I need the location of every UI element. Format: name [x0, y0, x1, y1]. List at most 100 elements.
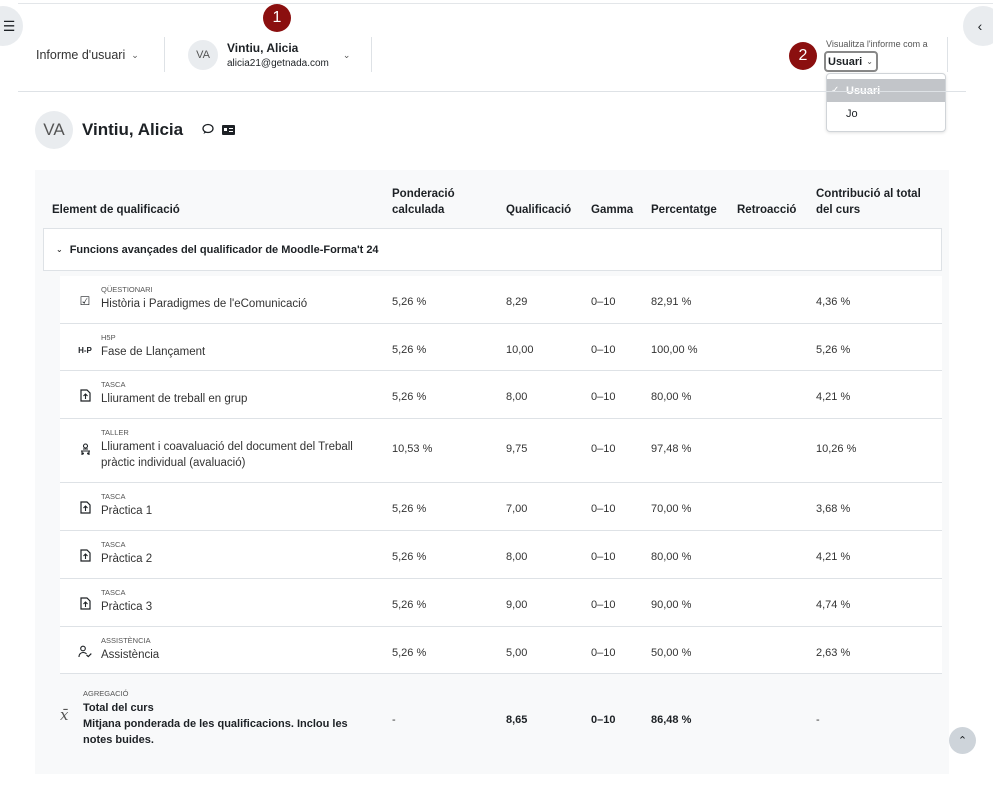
check-icon: ✓: [831, 85, 846, 96]
header-line: Contribució al total: [816, 188, 921, 200]
selected-user-name: Vintiu, Alicia: [227, 41, 299, 55]
cell-grade: 7,00: [506, 503, 528, 515]
selected-user-email: alicia21@getnada.com: [227, 58, 329, 69]
list-icon: ☰: [2, 17, 16, 34]
table-row: TASCA Pràctica 1 5,26 % 7,00 0–10 70,00 % 3,68…: [60, 483, 942, 531]
cell-weight: 5,26 %: [392, 647, 427, 659]
assignment-icon: [76, 597, 94, 613]
user-selector[interactable]: VA Vintiu, Alicia alicia21@getnada.com ⌄: [188, 38, 350, 72]
cell-range: 0–10: [591, 443, 616, 455]
divider: [371, 37, 372, 72]
item-type: AGREGACIÓ: [83, 689, 129, 698]
view-as-dropdown-button[interactable]: Usuari ⌄: [824, 51, 878, 72]
page-title: Vintiu, Alicia: [82, 120, 184, 139]
item-name-link[interactable]: Pràctica 2: [101, 551, 152, 567]
item-name-line: Història i Paradigmes de l'eComunicació: [101, 298, 308, 310]
category-name: Funcions avançades del qualificador de M…: [69, 243, 379, 256]
table-row: ASSISTÈNCIA Assistència 5,26 % 5,00 0–10 50,0…: [60, 627, 942, 674]
item-type: TALLER: [101, 428, 129, 437]
cell-contribution: 5,26 %: [816, 344, 851, 356]
item-name-line: Pràctica 2: [101, 553, 153, 565]
option-label: Jo: [846, 107, 858, 120]
cell-range: 0–10: [591, 599, 616, 611]
item-name: Total del curs Mitjana ponderada de les …: [83, 700, 368, 748]
cell-percentage: 90,00 %: [651, 599, 692, 611]
course-total-row: x̄ AGREGACIÓ Total del curs Mitjana pond…: [60, 675, 942, 765]
table-row: TASCA Pràctica 3 5,26 % 9,00 0–10 90,00 % 4,74…: [60, 579, 942, 627]
cell-contribution: 4,21 %: [816, 391, 851, 403]
chevron-down-icon: ⌄: [131, 49, 139, 60]
cell-grade: 8,65: [506, 714, 528, 726]
report-selector[interactable]: Informe d'usuari ⌄: [36, 38, 139, 72]
item-name-link[interactable]: Pràctica 3: [101, 599, 152, 615]
item-type: TASCA: [101, 492, 126, 501]
profile-card-icon[interactable]: [222, 125, 236, 135]
cell-percentage: 50,00 %: [651, 647, 692, 659]
cell-grade: 9,75: [506, 443, 528, 455]
item-name-line: Lliurament i coavaluació del document de…: [101, 441, 353, 453]
cell-contribution: 10,26 %: [816, 443, 857, 455]
cell-weight: 10,53 %: [392, 443, 433, 455]
cell-weight: 5,26 %: [392, 599, 427, 611]
h5p-icon: H-P: [78, 346, 92, 355]
cell-percentage: 70,00 %: [651, 503, 692, 515]
column-header-item: Element de qualificació: [52, 204, 180, 216]
cell-weight: 5,26 %: [392, 344, 427, 356]
assignment-icon: [76, 389, 94, 405]
item-type: TASCA: [101, 380, 126, 389]
course-index-drawer-button[interactable]: ☰: [0, 6, 23, 46]
cell-range: 0–10: [591, 391, 616, 403]
cell-weight: 5,26 %: [392, 503, 427, 515]
column-header-range: Gamma: [591, 204, 634, 216]
item-name-link[interactable]: Fase de Llançament: [101, 344, 205, 360]
chevron-down-icon: ⌄: [866, 57, 873, 66]
message-icon[interactable]: [202, 123, 214, 138]
cell-contribution: 4,74 %: [816, 599, 851, 611]
header-line: Ponderació: [392, 188, 455, 200]
item-name-line: Lliurament de treball en grup: [101, 393, 248, 405]
option-label: Usuari: [846, 84, 881, 97]
attendance-icon: [76, 645, 94, 661]
report-selector-label: Informe d'usuari: [36, 48, 126, 62]
view-as-option-user[interactable]: ✓ Usuari: [827, 79, 945, 102]
cell-contribution: 3,68 %: [816, 503, 851, 515]
divider: [164, 37, 165, 72]
column-header-feedback: Retroacció: [737, 204, 797, 216]
quiz-icon: ☑: [79, 294, 91, 308]
block-drawer-button[interactable]: ‹: [963, 6, 993, 46]
column-header-percentage: Percentatge: [651, 204, 717, 216]
item-type: TASCA: [101, 540, 126, 549]
view-as-option-me[interactable]: Jo: [827, 102, 945, 125]
cell-grade: 8,00: [506, 551, 528, 563]
cell-contribution: 4,21 %: [816, 551, 851, 563]
cell-range: 0–10: [591, 647, 616, 659]
table-row: TASCA Pràctica 2 5,26 % 8,00 0–10 80,00 % 4,21…: [60, 531, 942, 579]
assignment-icon: [76, 549, 94, 565]
column-header-grade: Qualificació: [506, 204, 572, 216]
cell-percentage: 80,00 %: [651, 391, 692, 403]
item-name-link[interactable]: Pràctica 1: [101, 503, 152, 519]
cell-percentage: 80,00 %: [651, 551, 692, 563]
table-row: TASCA Lliurament de treball en grup 5,26 %…: [60, 371, 942, 419]
item-name-link[interactable]: Història i Paradigmes de l'eComunicació: [101, 296, 307, 312]
cell-range: 0–10: [591, 714, 616, 726]
cell-range: 0–10: [591, 344, 616, 356]
total-description: notes buides.: [83, 734, 154, 746]
cell-percentage: 100,00 %: [651, 344, 698, 356]
item-name-link[interactable]: Lliurament i coavaluació del document de…: [101, 439, 353, 471]
header-line: del curs: [816, 204, 861, 216]
header-line: calculada: [392, 204, 445, 216]
cell-contribution: 2,63 %: [816, 647, 851, 659]
category-row[interactable]: ⌄ Funcions avançades del qualificador de…: [43, 228, 942, 271]
table-row: TALLER Lliurament i coavaluació del docum…: [60, 419, 942, 483]
cell-percentage: 86,48 %: [651, 714, 692, 726]
back-to-top-button[interactable]: ⌃: [949, 727, 976, 754]
mean-icon: x̄: [60, 706, 69, 724]
item-name-link[interactable]: Lliurament de treball en grup: [101, 391, 247, 407]
item-name-link[interactable]: Assistència: [101, 647, 159, 663]
page-header: VA Vintiu, Alicia: [35, 111, 236, 149]
item-name-line: Assistència: [101, 649, 160, 661]
item-name-line: Fase de Llançament: [101, 346, 206, 358]
cell-percentage: 82,91 %: [651, 296, 692, 308]
workshop-icon: [76, 443, 94, 459]
